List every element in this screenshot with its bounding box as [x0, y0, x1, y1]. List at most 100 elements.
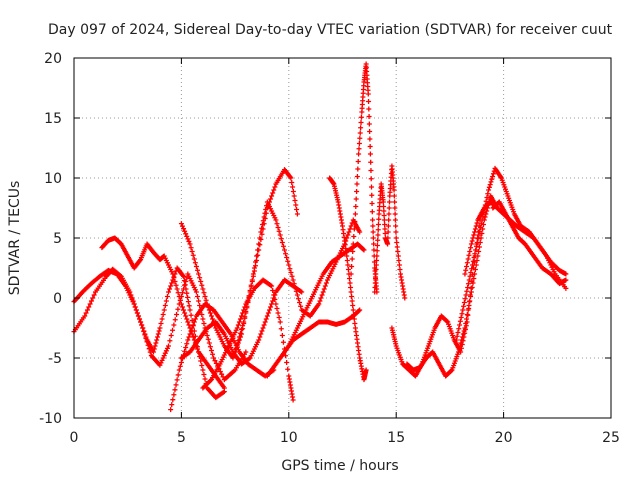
- x-tick-label: 20: [495, 430, 513, 446]
- data-point: [172, 387, 178, 393]
- data-point: [392, 205, 398, 211]
- data-point: [469, 238, 475, 244]
- data-point: [200, 286, 206, 292]
- data-point: [471, 255, 477, 260]
- data-point: [464, 316, 470, 322]
- data-point: [370, 229, 376, 235]
- data-point: [195, 346, 201, 352]
- data-point: [183, 279, 189, 284]
- data-point: [268, 304, 274, 310]
- data-point: [153, 340, 159, 346]
- data-point: [210, 316, 216, 322]
- data-point: [473, 243, 479, 249]
- data-point: [369, 201, 375, 206]
- data-point: [244, 303, 250, 309]
- data-point: [191, 337, 197, 343]
- data-point: [346, 229, 352, 235]
- data-point: [245, 298, 251, 304]
- data-point: [275, 225, 281, 230]
- data-point: [274, 221, 280, 227]
- data-point: [231, 352, 237, 358]
- data-point: [272, 184, 278, 190]
- data-point: [356, 151, 362, 157]
- data-point: [478, 225, 484, 230]
- data-point: [354, 189, 360, 194]
- data-point: [210, 351, 216, 357]
- data-point: [356, 141, 362, 146]
- data-point: [375, 237, 381, 243]
- x-axis-label: GPS time / hours: [281, 458, 398, 474]
- data-point: [464, 264, 470, 269]
- data-point: [167, 338, 173, 344]
- data-point: [271, 292, 277, 298]
- data-point: [349, 256, 355, 262]
- data-point: [369, 209, 375, 215]
- data-point: [235, 322, 241, 328]
- data-point: [290, 189, 296, 194]
- data-point: [242, 314, 248, 320]
- data-point: [357, 229, 363, 235]
- data-point: [468, 289, 474, 295]
- data-point: [270, 288, 276, 293]
- data-point: [464, 260, 470, 266]
- data-point: [199, 363, 205, 368]
- data-point: [172, 317, 178, 323]
- data-point: [394, 244, 400, 250]
- data-point: [465, 256, 471, 262]
- data-point: [370, 217, 376, 223]
- data-point: [476, 249, 482, 254]
- data-point: [372, 280, 378, 286]
- data-point: [460, 331, 466, 337]
- data-point: [139, 322, 145, 328]
- data-point: [256, 241, 262, 247]
- data-point: [186, 322, 192, 328]
- data-point: [393, 229, 399, 235]
- data-point: [374, 258, 380, 263]
- data-point: [199, 282, 205, 288]
- data-point: [471, 232, 477, 238]
- data-point: [292, 285, 298, 290]
- data-point: [385, 241, 391, 247]
- data-point: [247, 288, 253, 293]
- data-point: [90, 295, 96, 301]
- data-point: [483, 198, 489, 204]
- data-point: [298, 303, 304, 309]
- data-point: [381, 213, 387, 218]
- data-point: [176, 294, 182, 299]
- data-point: [198, 279, 204, 284]
- data-point: [350, 241, 356, 247]
- series-track-2: [71, 267, 249, 383]
- data-point: [185, 236, 191, 242]
- data-point: [466, 252, 472, 258]
- data-point: [489, 176, 495, 182]
- series-track-18: [490, 199, 569, 287]
- data-point: [201, 290, 207, 296]
- data-point: [361, 247, 367, 253]
- data-point: [486, 184, 492, 190]
- data-point: [457, 318, 463, 324]
- data-point: [182, 282, 188, 288]
- data-point: [255, 247, 261, 253]
- data-point: [462, 271, 468, 277]
- data-point: [183, 345, 189, 350]
- data-point: [463, 267, 469, 273]
- data-point: [344, 258, 350, 263]
- data-point: [376, 216, 382, 222]
- data-point: [319, 292, 325, 298]
- data-point: [366, 106, 372, 112]
- data-point: [468, 245, 474, 251]
- data-point: [375, 232, 381, 238]
- data-point: [349, 294, 355, 299]
- data-point: [386, 205, 392, 211]
- data-point: [166, 289, 172, 295]
- data-point: [355, 159, 361, 164]
- data-point: [393, 235, 399, 241]
- data-point: [368, 168, 374, 173]
- data-point: [345, 262, 351, 268]
- data-point: [467, 249, 473, 254]
- data-point: [392, 217, 398, 223]
- data-point: [143, 335, 149, 341]
- data-point: [466, 303, 472, 308]
- data-point: [287, 266, 293, 272]
